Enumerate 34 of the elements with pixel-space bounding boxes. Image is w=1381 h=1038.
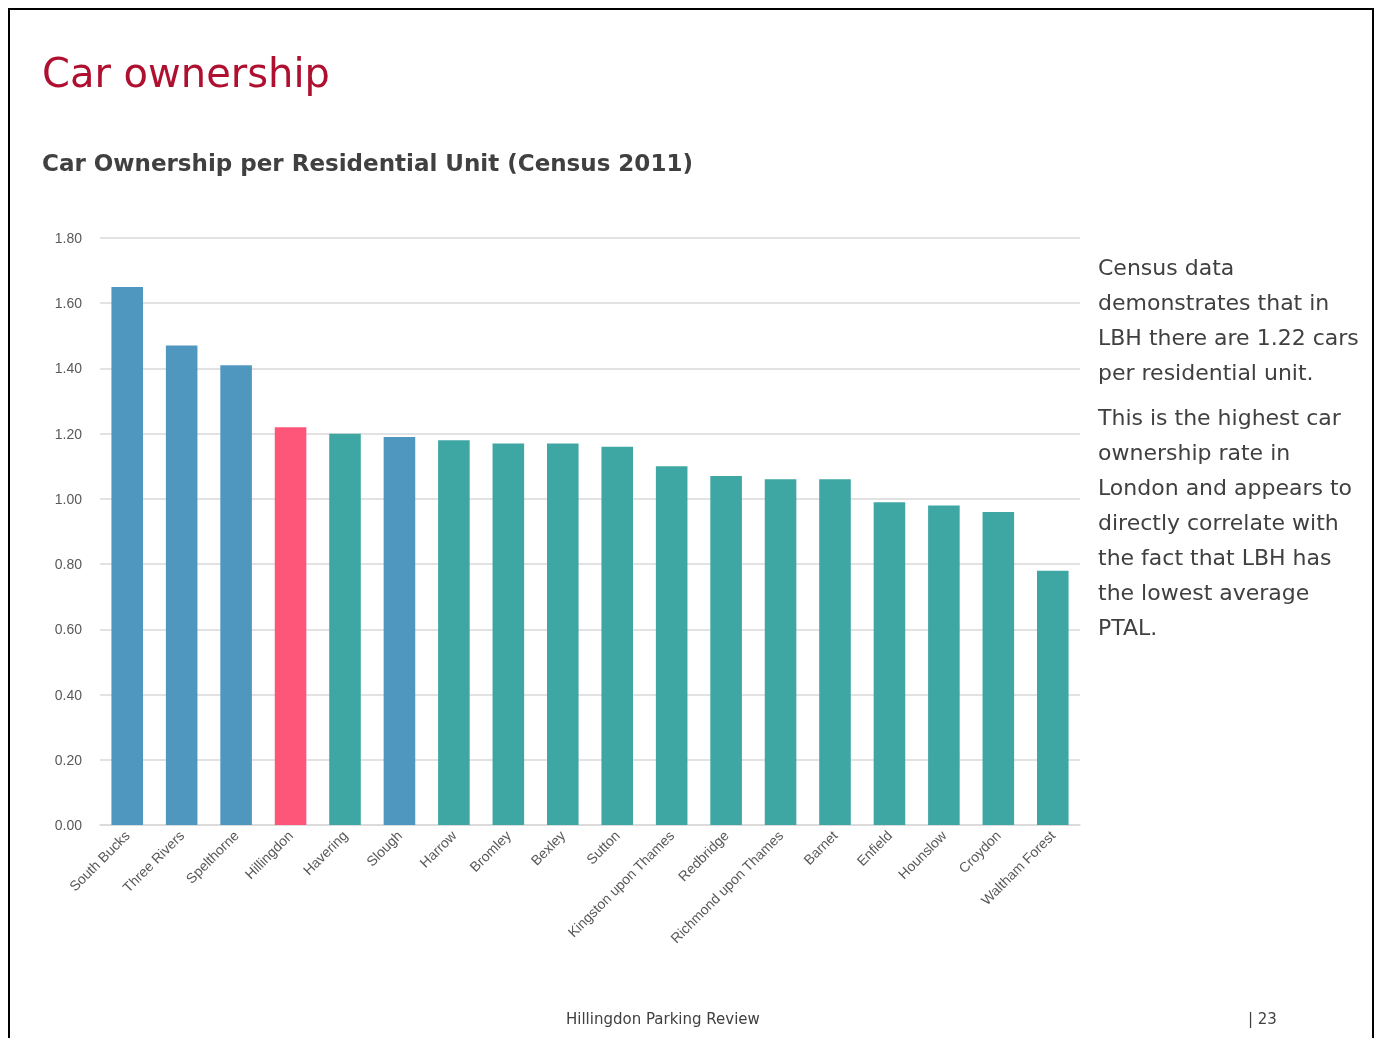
bar [982,511,1015,825]
chart-title: Car ownership [42,50,330,96]
bar [220,365,252,825]
bar [165,345,198,825]
bar [655,466,688,825]
bar [764,479,797,825]
text: This is the highest car ownership rate in London and appears to directly correlate with the fact that LBH has the lowest average PTAL. [1098,404,1354,642]
bar [274,427,307,825]
text: Census data demonstrates that in LBH there are 1.22 cars per residential unit. [1098,254,1360,387]
bar [111,286,144,825]
y-tick-label: 1.20 [54,425,83,442]
bar [438,440,470,825]
bar [873,502,906,825]
bar [329,433,361,825]
bar [710,476,742,825]
y-tick-label: 1.60 [54,295,83,312]
y-tick-label: 0.00 [54,817,83,833]
y-tick-label: 1.00 [54,490,83,507]
bar [1036,570,1069,825]
chart-subtitle: Car Ownership per Residential Unit (Census 2011) [42,150,693,176]
bar [601,446,634,825]
text: | 23 [1248,1010,1277,1028]
y-tick-label: 1.40 [54,360,83,377]
text: Hillingdon Parking Review [566,1010,760,1028]
y-tick-label: 1.80 [54,230,83,246]
bar [546,443,579,825]
bar [492,443,525,825]
bar [819,479,851,825]
bar [383,436,416,825]
y-tick-label: 0.20 [54,751,83,768]
y-tick-label: 0.40 [54,686,83,703]
bar [928,505,960,825]
y-tick-label: 0.80 [54,556,83,573]
y-tick-label: 0.60 [54,621,83,638]
